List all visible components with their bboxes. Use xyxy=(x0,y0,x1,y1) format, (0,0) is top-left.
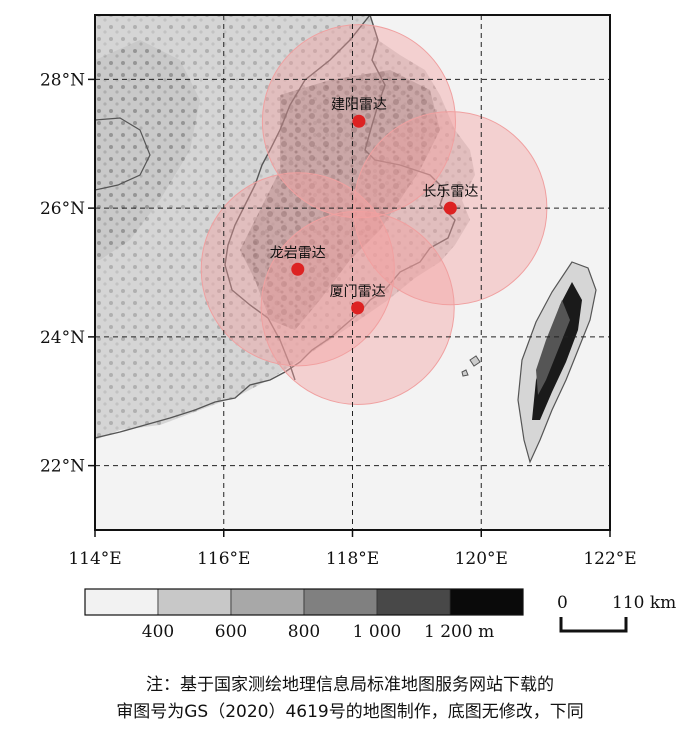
lat-tick-label-3: 22°N xyxy=(40,457,85,477)
legend-label-0: 400 xyxy=(142,622,174,642)
radar-point-0 xyxy=(352,114,366,128)
legend-frame xyxy=(84,588,524,616)
radar-label-0: 建阳雷达 xyxy=(331,97,387,113)
lon-tick-label-1: 116°E xyxy=(197,549,250,569)
scale-bar-line xyxy=(559,617,628,633)
elevation-legend: 400 600 800 1 000 1 200 m xyxy=(84,588,524,642)
note-line-1: 注：基于国家测绘地理信息局标准地图服务网站下载的 xyxy=(146,675,554,695)
lat-tick-label-0: 28°N xyxy=(40,70,85,90)
radar-label-2: 龙岩雷达 xyxy=(270,245,326,261)
legend-label-1: 600 xyxy=(215,622,247,642)
lon-tick-label-4: 122°E xyxy=(583,549,636,569)
legend-swatch-1 xyxy=(157,588,232,616)
lon-tick-label-2: 118°E xyxy=(326,549,379,569)
taiwan-mountains-mid xyxy=(536,300,570,395)
legend-swatch-5 xyxy=(449,588,524,616)
axis-layer: 28°N 26°N 24°N 22°N 114°E 116°E 118°E 120°E 122°… xyxy=(40,70,637,569)
lat-tick-label-2: 24°N xyxy=(40,328,85,348)
lon-tick-label-0: 114°E xyxy=(68,549,121,569)
province-border xyxy=(224,15,371,381)
lon-tick-label-3: 120°E xyxy=(455,549,508,569)
legend-label-4: 1 200 m xyxy=(424,622,494,642)
province-border-west xyxy=(95,117,151,191)
radar-label-1: 长乐雷达 xyxy=(422,184,478,200)
penghu-islands xyxy=(461,355,481,377)
legend-swatch-4 xyxy=(376,588,451,616)
legend-swatch-2 xyxy=(230,588,305,616)
legend-label-3: 1 000 xyxy=(353,622,402,642)
lat-tick-label-1: 26°N xyxy=(40,199,85,219)
radar-label-3: 厦门雷达 xyxy=(330,284,386,300)
radar-point-2 xyxy=(291,262,305,276)
note-line-2: 审图号为GS（2020）4619号的地图制作，底图无修改，下同 xyxy=(116,702,584,722)
legend-label-2: 800 xyxy=(288,622,320,642)
radar-point-1 xyxy=(443,201,457,215)
mountain-terrain xyxy=(240,70,440,330)
legend-swatch-0 xyxy=(84,588,159,616)
legend-swatch-3 xyxy=(303,588,378,616)
scale-bar-zero-label: 0 xyxy=(557,593,568,613)
grid-layer xyxy=(95,15,610,530)
radar-point-3 xyxy=(351,301,365,315)
scale-bar: 0 110 km xyxy=(557,593,676,633)
coastline xyxy=(95,15,456,439)
scale-bar-end-label: 110 km xyxy=(612,593,676,613)
